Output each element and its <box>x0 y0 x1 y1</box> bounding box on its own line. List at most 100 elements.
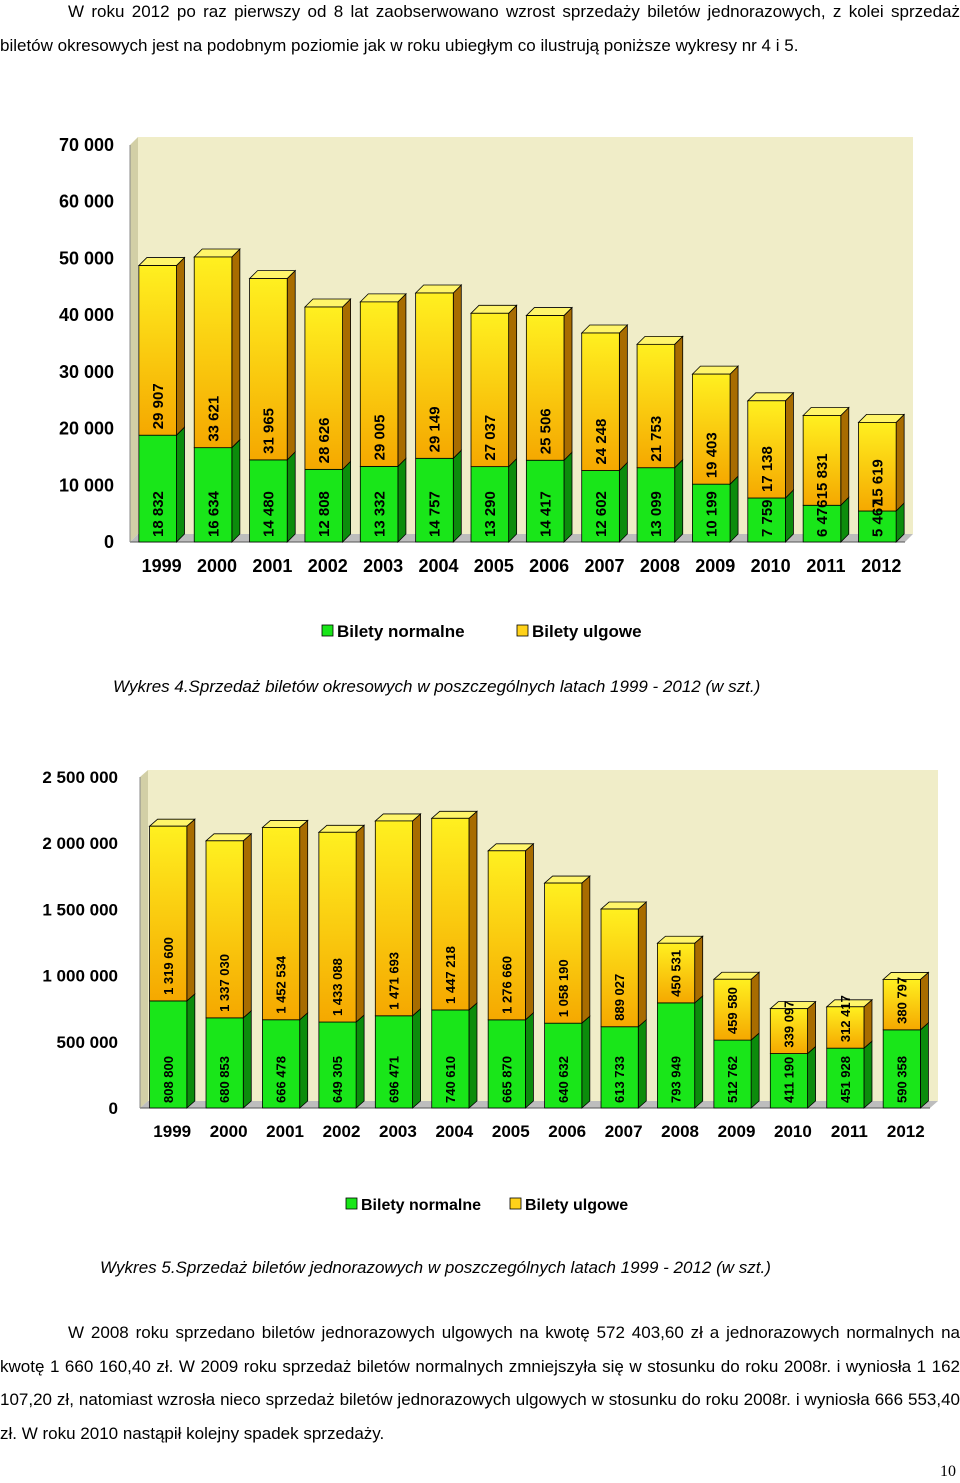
bar-reduced-side <box>807 1000 816 1055</box>
y-tick-label: 1 500 000 <box>42 900 118 919</box>
bar-reduced-top <box>374 813 422 822</box>
bar-normal-side <box>397 457 407 543</box>
bar-reduced <box>858 422 897 512</box>
legend-swatch-reduced <box>509 1197 522 1210</box>
x-tick-label: 2000 <box>210 1122 248 1141</box>
bar-reduced <box>713 978 752 1041</box>
bar-normal-side <box>618 461 628 543</box>
x-tick-label: 2010 <box>751 556 791 576</box>
x-tick-label: 2011 <box>806 556 845 576</box>
bar-normal-side <box>286 450 296 543</box>
data-label-normal: 16 634 <box>205 490 222 537</box>
x-tick-label: 2006 <box>548 1122 586 1141</box>
data-label-normal: 793 949 <box>669 1056 684 1103</box>
legend-label-reduced: Bilety ulgowe <box>525 1197 628 1214</box>
data-label-reduced: 1 471 693 <box>386 952 401 1010</box>
bar-normal-side <box>355 1014 365 1109</box>
bar-reduced <box>657 942 696 1004</box>
x-tick-label: 2006 <box>529 556 569 576</box>
y-tick-label: 20 000 <box>59 419 114 439</box>
bar-reduced-side <box>412 813 421 1017</box>
bar-reduced-side <box>342 298 351 471</box>
bar-normal <box>544 1022 583 1109</box>
bar-normal-side <box>807 1045 816 1109</box>
x-tick-label: 2003 <box>363 556 403 576</box>
legend-label-normal: Bilety normalne <box>337 622 465 641</box>
bar-reduced <box>304 306 343 470</box>
bar-normal <box>304 468 343 543</box>
bar-reduced-side <box>508 304 518 468</box>
intro-paragraph: W roku 2012 po raz pierwszy od 8 lat zao… <box>0 2 960 55</box>
chart-jednorazowe: 0 500 000 1 000 000 1 500 000 2 000 000 2 500… <box>0 750 960 1220</box>
data-label-reduced: 15 831 <box>814 453 831 499</box>
bar-reduced-top <box>204 833 253 842</box>
bar-normal <box>262 1019 301 1109</box>
data-label-reduced: 24 248 <box>593 419 610 465</box>
data-label-reduced: 339 097 <box>781 1001 796 1048</box>
bar-normal <box>692 483 731 543</box>
bar-reduced-top <box>599 901 648 910</box>
bar-normal <box>826 1047 865 1109</box>
bar-reduced <box>262 827 301 1021</box>
outro-paragraph: W 2008 roku sprzedano biletów jednorazow… <box>0 1323 960 1443</box>
data-label-reduced: 29 005 <box>371 414 388 460</box>
bar-normal <box>318 1021 357 1109</box>
bar-reduced-side <box>618 324 628 472</box>
x-tick-label: 2008 <box>661 1122 699 1141</box>
bar-reduced-side <box>750 971 760 1041</box>
data-label-normal: 10 199 <box>704 491 721 537</box>
x-tick-label: 2005 <box>492 1122 530 1141</box>
bar-reduced-side <box>286 269 296 461</box>
bar-reduced-top <box>148 818 196 827</box>
chart-floor <box>140 1101 938 1108</box>
bar-normal-side <box>785 489 794 543</box>
x-tick-label: 2009 <box>718 1122 756 1141</box>
data-label-reduced: 27 037 <box>482 415 499 461</box>
data-label-reduced: 15 619 <box>870 459 887 505</box>
bar-reduced-side <box>674 335 684 469</box>
legend-swatch-normal <box>345 1197 358 1210</box>
data-label-normal: 12 808 <box>316 491 333 537</box>
x-tick-label: 1999 <box>142 556 182 576</box>
data-label-reduced: 19 403 <box>704 432 721 478</box>
y-tick-label: 0 <box>109 1099 118 1118</box>
bar-reduced-top <box>248 270 297 279</box>
bar-reduced-side <box>581 875 591 1025</box>
bar-normal <box>359 465 399 543</box>
legend-label-normal: Bilety normalne <box>361 1197 481 1214</box>
data-label-reduced: 1 058 190 <box>556 959 571 1017</box>
bar-reduced <box>636 343 676 469</box>
y-tick-label: 60 000 <box>59 192 114 212</box>
x-tick-label: 2001 <box>266 1122 304 1141</box>
y-tick-label: 50 000 <box>59 248 114 268</box>
data-label-reduced: 1 447 218 <box>443 946 458 1004</box>
bar-reduced-side <box>525 842 534 1021</box>
bar-reduced <box>193 256 233 449</box>
bar-reduced-top <box>414 284 463 294</box>
bar-reduced <box>431 817 470 1011</box>
x-tick-label: 2000 <box>197 556 237 576</box>
bar-normal <box>600 1026 639 1109</box>
bar-reduced-side <box>452 284 462 460</box>
bar-normal <box>415 457 454 543</box>
bar-normal-side <box>231 438 241 543</box>
legend-swatch-normal <box>321 624 334 637</box>
data-label-normal: 590 358 <box>894 1056 909 1103</box>
bar-normal <box>802 504 842 543</box>
bar-normal <box>470 466 510 543</box>
y-tick-label: 70 000 <box>59 135 114 155</box>
bar-reduced-side <box>242 832 252 1019</box>
bar-normal <box>487 1019 526 1109</box>
x-tick-label: 2007 <box>585 556 625 576</box>
bar-reduced-top <box>261 820 309 828</box>
bar-reduced-side <box>186 818 196 1002</box>
bar-normal-side <box>729 475 739 543</box>
data-label-normal: 680 853 <box>217 1056 232 1103</box>
caption-wykres-5: Wykres 5.Sprzedaż biletów jednorazowych … <box>100 1258 771 1277</box>
chart-floor <box>130 534 913 542</box>
data-label-reduced: 1 276 660 <box>499 956 514 1014</box>
x-tick-label: 2012 <box>887 1122 925 1141</box>
data-label-normal: 665 870 <box>499 1056 514 1103</box>
bar-reduced-top <box>317 824 366 833</box>
chart-jednorazowe-svg: 0 500 000 1 000 000 1 500 000 2 000 000 2 500… <box>42 768 938 1214</box>
